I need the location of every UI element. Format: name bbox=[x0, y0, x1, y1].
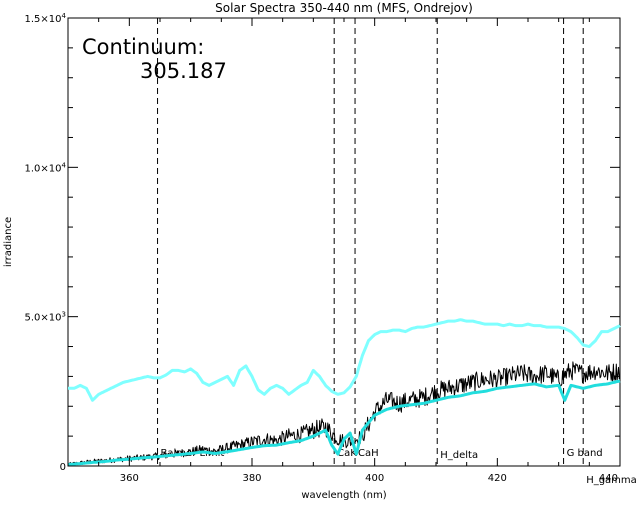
x-tick-label: 440 bbox=[599, 473, 618, 484]
x-tick-label: 360 bbox=[120, 473, 139, 484]
y-axis-ticks: 0 5.0×103 1.0×104 1.5×104 bbox=[25, 12, 620, 473]
reference-label-cak: CaK bbox=[337, 448, 357, 459]
reference-label-h-gamma: H_gamma bbox=[586, 475, 636, 486]
series-cyan-smooth bbox=[67, 379, 621, 466]
chart-title: Solar Spectra 350-440 nm (MFS, Ondrejov) bbox=[215, 1, 473, 15]
y-tick-label: 5.0×103 bbox=[25, 311, 66, 324]
reference-label-g-band: G band bbox=[567, 448, 603, 459]
y-tick-label: 1.0×104 bbox=[25, 161, 67, 174]
x-tick-label: 380 bbox=[242, 473, 261, 484]
x-axis-ticks: 360 380 400 420 440 bbox=[67, 18, 621, 484]
reference-label-h-delta: H_delta bbox=[440, 450, 478, 461]
y-axis-label: irradiance bbox=[3, 217, 14, 267]
y-tick-label: 0 bbox=[60, 462, 66, 473]
x-tick-label: 420 bbox=[488, 473, 507, 484]
x-tick-label: 400 bbox=[365, 473, 384, 484]
continuum-label: Continuum: bbox=[82, 35, 204, 59]
y-tick-label: 1.5×104 bbox=[25, 12, 67, 25]
series-layer bbox=[67, 318, 621, 466]
continuum-value: 305.187 bbox=[140, 59, 227, 83]
x-axis-label: wavelength (nm) bbox=[301, 490, 386, 501]
series-cyan-upper bbox=[68, 318, 621, 402]
reference-label-cah: CaH bbox=[358, 448, 379, 459]
